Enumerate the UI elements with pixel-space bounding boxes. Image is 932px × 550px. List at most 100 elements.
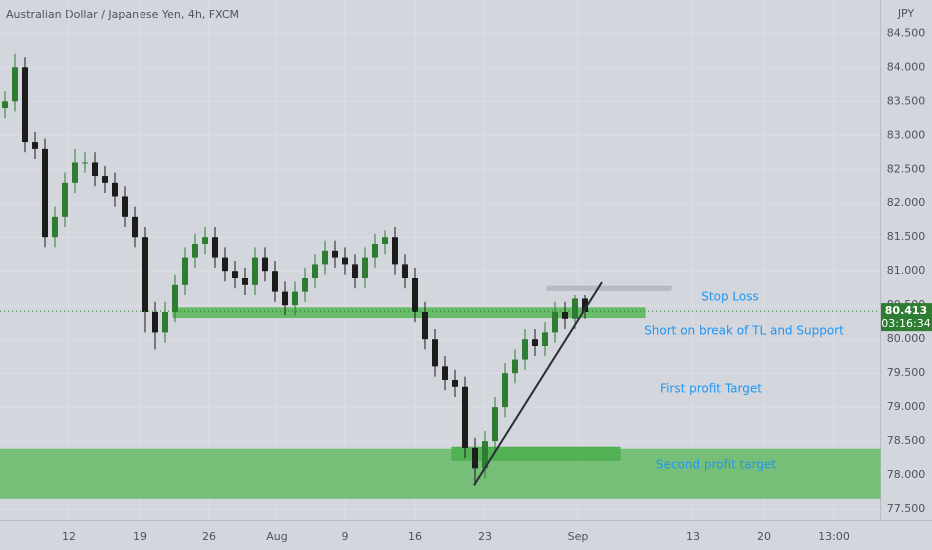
candle-body <box>32 142 38 149</box>
candle-body <box>402 264 408 279</box>
candle-body <box>242 278 248 285</box>
x-tick-label: 16 <box>408 530 422 543</box>
candle-body <box>292 291 298 306</box>
candle-body <box>302 278 308 292</box>
x-tick-label: 9 <box>342 530 349 543</box>
y-tick-label: 78.000 <box>887 468 926 481</box>
y-tick-label: 81.500 <box>887 230 926 243</box>
candle-body <box>552 312 558 333</box>
candle-body <box>542 332 548 346</box>
candle-body <box>282 291 288 306</box>
trendline <box>473 281 603 486</box>
x-tick-label: 26 <box>202 530 216 543</box>
candle-body <box>492 407 498 442</box>
candle-body <box>22 67 28 143</box>
candle-body <box>572 298 578 319</box>
candle-body <box>112 182 118 197</box>
y-tick-label: 84.000 <box>887 60 926 73</box>
candle-body <box>432 339 438 367</box>
candle-body <box>392 237 398 265</box>
candle-body <box>352 264 358 279</box>
candle-body <box>452 379 458 387</box>
candle-body <box>322 250 328 265</box>
candle-body <box>202 237 208 245</box>
candle-body <box>102 176 108 183</box>
candle-body <box>192 244 198 258</box>
zone <box>451 446 621 461</box>
candle-body <box>62 182 68 217</box>
candle-body <box>582 298 588 312</box>
candle-body <box>522 339 528 360</box>
candle-body <box>182 257 188 285</box>
candle-body <box>382 237 388 245</box>
candle-body <box>252 257 258 285</box>
y-tick-label: 84.500 <box>887 26 926 39</box>
candle-body <box>532 339 538 346</box>
x-tick-label: 13:00 <box>818 530 850 543</box>
candle-body <box>562 312 568 319</box>
y-tick-label: 83.500 <box>887 94 926 107</box>
x-tick-label: 23 <box>478 530 492 543</box>
y-tick-label: 79.000 <box>887 400 926 413</box>
candle-body <box>472 447 478 469</box>
candle-body <box>162 312 168 333</box>
chart-title: Australian Dollar / Japanese Yen, 4h, FX… <box>6 8 239 21</box>
candle-body <box>422 312 428 340</box>
candle-body <box>362 257 368 279</box>
candle-body <box>172 284 178 312</box>
y-tick-label: 80.000 <box>887 332 926 345</box>
x-tick-label: 20 <box>757 530 771 543</box>
y-tick-label: 83.000 <box>887 128 926 141</box>
y-tick-label: 82.500 <box>887 162 926 175</box>
candle-body <box>72 162 78 183</box>
candle-body <box>132 216 138 238</box>
candle-body <box>262 257 268 272</box>
y-tick-label: 82.000 <box>887 196 926 209</box>
x-tick-label: Sep <box>568 530 589 543</box>
candle-body <box>372 244 378 258</box>
candle-body <box>462 386 468 448</box>
annotation: Short on break of TL and Support <box>644 324 844 338</box>
x-tick-label: 19 <box>133 530 147 543</box>
candle-body <box>502 373 508 408</box>
y-tick-label: 81.000 <box>887 264 926 277</box>
annotation: Second profit target <box>656 458 776 472</box>
y-tick-label: 77.500 <box>887 502 926 515</box>
candle-body <box>232 271 238 279</box>
annotation: First profit Target <box>660 382 762 396</box>
candle-body <box>342 257 348 265</box>
candle-body <box>42 148 48 238</box>
last-price-box <box>881 303 932 332</box>
candle-body <box>52 216 58 238</box>
candle-body <box>142 237 148 312</box>
last-price-label: 80.413 <box>885 304 927 317</box>
candle-body <box>512 359 518 374</box>
candle-body <box>92 162 98 177</box>
candle-body <box>2 101 8 109</box>
candle-body <box>82 162 88 164</box>
zone <box>0 448 881 499</box>
candle-body <box>212 237 218 258</box>
candle-body <box>122 196 128 217</box>
countdown-label: 03:16:34 <box>881 317 930 330</box>
zone <box>172 307 646 318</box>
candle-body <box>482 441 488 469</box>
zone <box>546 285 672 291</box>
currency-label: JPY <box>897 7 915 20</box>
candle-body <box>272 271 278 292</box>
candle-body <box>412 278 418 312</box>
y-tick-label: 79.500 <box>887 366 926 379</box>
x-tick-label: 13 <box>686 530 700 543</box>
candle-body <box>12 67 18 102</box>
candle-body <box>312 264 318 279</box>
candle-body <box>442 366 448 380</box>
candle-body <box>222 257 228 272</box>
x-tick-label: Aug <box>266 530 287 543</box>
annotation: Stop Loss <box>701 290 758 304</box>
candle-body <box>332 250 338 258</box>
y-tick-label: 78.500 <box>887 434 926 447</box>
candle-body <box>152 312 158 333</box>
x-tick-label: 12 <box>62 530 76 543</box>
